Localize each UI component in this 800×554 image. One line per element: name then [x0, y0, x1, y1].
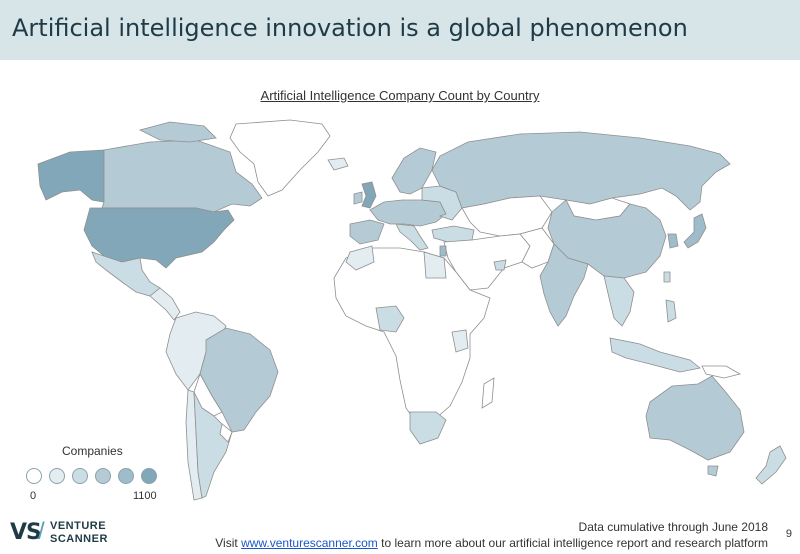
country-canada — [101, 139, 263, 213]
world-map — [37, 119, 787, 501]
region-south-central-asia — [519, 227, 555, 269]
country-russia — [431, 131, 731, 211]
country-nigeria — [375, 305, 405, 333]
country-south-africa — [409, 411, 447, 445]
country-israel — [439, 245, 447, 257]
country-united-states — [83, 207, 235, 269]
region-southeast-asia — [603, 275, 635, 327]
region-middle-east — [443, 233, 531, 291]
logo-word-scanner: SCANNER — [50, 533, 108, 545]
country-united-kingdom — [361, 181, 377, 209]
venture-scanner-logo: VS / VENTURE SCANNER — [10, 518, 120, 548]
country-greenland — [229, 119, 331, 197]
footer-visit-prefix: Visit — [215, 536, 242, 550]
country-taiwan — [663, 271, 671, 283]
logo-slash-icon: / — [38, 518, 45, 545]
venturescanner-link[interactable]: www.venturescanner.com — [241, 536, 378, 550]
country-south-korea — [667, 233, 679, 249]
country-canada-islands — [138, 121, 217, 143]
legend-max-label: 1100 — [133, 490, 157, 502]
country-new-zealand — [755, 445, 787, 485]
country-australia — [645, 375, 745, 461]
region-indonesia — [609, 337, 701, 373]
legend-swatch — [49, 468, 65, 484]
country-spain — [349, 219, 385, 245]
footer-visit-suffix: to learn more about our artificial intel… — [377, 536, 768, 550]
country-argentina — [193, 391, 233, 499]
country-kenya — [451, 329, 469, 353]
country-iceland — [327, 157, 349, 171]
country-uruguay — [219, 423, 233, 443]
legend-swatch — [118, 468, 134, 484]
region-central-america — [149, 287, 181, 321]
data-cumulative-note: Data cumulative through June 2018 — [578, 520, 768, 534]
country-morocco — [345, 245, 375, 271]
country-japan — [683, 213, 707, 249]
country-uae — [493, 259, 507, 271]
country-madagascar — [481, 377, 495, 409]
country-alaska — [37, 149, 105, 203]
footer-visit-text: Visit www.venturescanner.com to learn mo… — [215, 536, 768, 550]
region-western-europe — [369, 199, 447, 227]
country-egypt — [423, 251, 447, 279]
legend-swatch — [26, 468, 42, 484]
country-papua-new-guinea — [701, 365, 742, 379]
page-title: Artificial intelligence innovation is a … — [12, 14, 688, 42]
legend-min-label: 0 — [30, 490, 37, 502]
header-bar: Artificial intelligence innovation is a … — [0, 0, 800, 60]
country-india — [539, 243, 589, 327]
legend-title: Companies — [62, 444, 123, 458]
country-ireland — [353, 191, 363, 205]
country-turkey — [431, 225, 475, 243]
logo-mark: VS — [10, 520, 42, 545]
country-australia-tasmania — [707, 465, 719, 477]
country-philippines — [665, 299, 677, 323]
page-number: 9 — [785, 528, 792, 540]
logo-word-venture: VENTURE — [50, 520, 107, 532]
region-italy-balkans — [395, 223, 429, 251]
legend-swatch — [72, 468, 88, 484]
legend-swatch — [95, 468, 111, 484]
map-title: Artificial Intelligence Company Count by… — [260, 88, 540, 103]
legend-swatch — [141, 468, 157, 484]
